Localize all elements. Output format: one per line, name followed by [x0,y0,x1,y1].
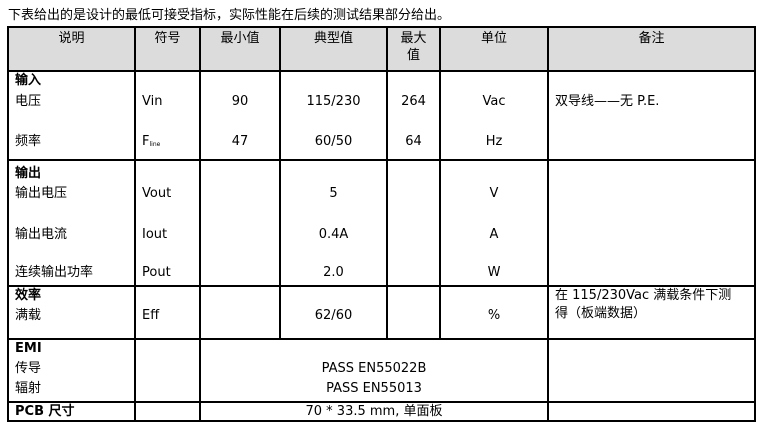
typ-voltage: 115/230 [306,94,361,109]
header-min: 最小值 [199,26,281,72]
symbol-iout: Iout [142,227,168,242]
symbol-vout: Vout [142,186,172,201]
min-frequency: 47 [231,134,249,149]
note-eff-1: 在 115/230Vac 满载条件下测 [555,288,732,303]
typ-eff: 62/60 [314,308,353,323]
pcb-section: PCB 尺寸 70 * 33.5 mm, 单面板 [7,401,756,422]
desc-radiated: 辐射 [15,381,42,396]
input-section: 输入 电压 频率 Vin Fline 90 47 115/230 60/50 2… [7,70,756,161]
efficiency-section: 效率 满载 Eff 62/60 % 在 115/230Vac 满载条件下测 得（… [7,285,756,340]
spec-table: 说明 符号 最小值 典型值 最大值 单位 备注 输入 电压 频率 Vin Fli… [7,26,756,422]
desc-vout: 输出电压 [15,186,68,201]
typ-frequency: 60/50 [314,134,353,149]
unit-pout: W [487,265,501,280]
unit-vout: V [489,186,499,201]
typ-vout: 5 [329,186,338,201]
section-title-efficiency: 效率 [15,288,42,303]
output-section: 输出 输出电压 输出电流 连续输出功率 Vout Iout Pout 5 0.4… [7,159,756,287]
symbol-vin: Vin [142,94,163,109]
pcb-size-value: 70 * 33.5 mm, 单面板 [305,404,443,419]
emi-section: EMI 传导 辐射 PASS EN55022B PASS EN55013 [7,338,756,403]
section-title-output: 输出 [15,166,42,181]
max-voltage: 264 [401,94,426,109]
unit-voltage: Vac [482,94,506,109]
header-row: 说明 符号 最小值 典型值 最大值 单位 备注 [7,26,756,72]
header-unit: 单位 [439,26,549,72]
desc-full-load: 满载 [15,308,42,323]
symbol-pout: Pout [142,265,171,280]
max-frequency: 64 [405,134,422,149]
unit-frequency: Hz [485,134,503,149]
header-symbol: 符号 [134,26,201,72]
typ-pout: 2.0 [323,265,344,280]
unit-eff: % [487,308,501,323]
min-voltage: 90 [231,94,249,109]
unit-iout: A [489,227,499,242]
header-typ: 典型值 [279,26,388,72]
typ-iout: 0.4A [318,227,349,242]
header-desc: 说明 [7,26,136,72]
note-voltage: 双导线——无 P.E. [555,94,660,109]
symbol-eff: Eff [142,308,160,323]
desc-iout: 输出电流 [15,227,68,242]
desc-conducted: 传导 [15,361,42,376]
emi-radiated-value: PASS EN55013 [326,381,422,396]
desc-pout: 连续输出功率 [15,265,94,280]
header-max: 最大值 [386,26,441,72]
intro-text: 下表给出的是设计的最低可接受指标，实际性能在后续的测试结果部分给出。 [8,8,451,23]
symbol-fline: Fline [142,134,161,149]
section-title-pcb: PCB 尺寸 [15,404,75,419]
desc-voltage: 电压 [15,94,42,109]
header-note: 备注 [547,26,756,72]
emi-conducted-value: PASS EN55022B [321,361,427,376]
section-title-emi: EMI [15,341,42,356]
section-title-input: 输入 [15,73,42,88]
note-eff-2: 得（板端数据） [555,306,647,321]
desc-frequency: 频率 [15,134,42,149]
